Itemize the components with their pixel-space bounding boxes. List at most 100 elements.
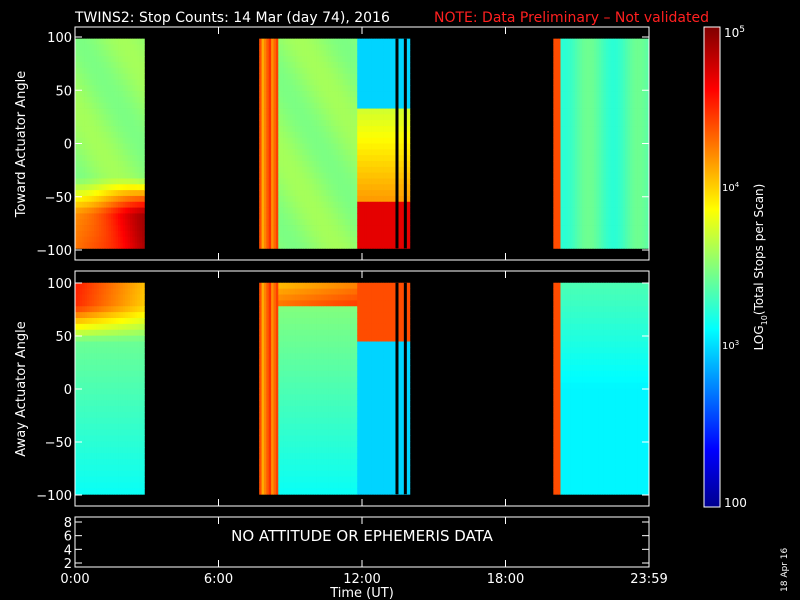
toward-heatmap-cell xyxy=(582,50,585,57)
toward-heatmap-cell xyxy=(304,44,308,51)
toward-heatmap-cell xyxy=(352,73,356,80)
toward-heatmap-cell xyxy=(354,213,358,220)
away-heatmap-cell xyxy=(77,453,81,460)
toward-heatmap-cell xyxy=(268,195,272,203)
toward-heatmap-cell xyxy=(115,67,119,74)
toward-heatmap-cell xyxy=(335,137,339,144)
toward-heatmap-cell xyxy=(615,61,619,69)
away-heatmap-cell xyxy=(75,335,78,342)
toward-heatmap-cell xyxy=(84,201,88,208)
toward-heatmap-cell xyxy=(321,56,325,63)
toward-heatmap-cell xyxy=(134,166,138,174)
toward-heatmap-cell xyxy=(108,166,112,174)
toward-heatmap-cell xyxy=(601,225,604,232)
toward-heatmap-cell xyxy=(565,61,569,69)
toward-heatmap-cell xyxy=(553,38,557,45)
toward-heatmap-cell xyxy=(316,149,320,156)
toward-heatmap-cell xyxy=(364,160,368,168)
toward-heatmap-cell xyxy=(287,126,291,133)
toward-heatmap-cell xyxy=(141,38,145,45)
toward-heatmap-cell xyxy=(644,61,648,69)
toward-heatmap-cell xyxy=(376,61,380,69)
toward-heatmap-cell xyxy=(108,56,112,63)
toward-heatmap-cell xyxy=(110,225,114,232)
toward-heatmap-cell xyxy=(634,114,638,121)
toward-heatmap-cell xyxy=(79,225,83,232)
toward-heatmap-cell xyxy=(261,131,265,139)
toward-heatmap-cell xyxy=(302,50,305,57)
toward-heatmap-cell xyxy=(304,149,308,156)
away-heatmap-cell xyxy=(77,394,81,401)
toward-heatmap-cell xyxy=(639,225,643,232)
toward-heatmap-cell xyxy=(328,155,332,162)
toward-heatmap-cell xyxy=(620,149,624,156)
toward-heatmap-cell xyxy=(110,96,114,104)
toward-heatmap-cell xyxy=(629,79,633,86)
toward-heatmap-cell xyxy=(627,195,631,203)
toward-heatmap-cell xyxy=(134,50,138,57)
toward-heatmap-cell xyxy=(577,108,581,115)
toward-heatmap-cell xyxy=(378,149,382,156)
toward-heatmap-cell xyxy=(278,207,282,214)
toward-heatmap-cell xyxy=(577,213,581,220)
toward-heatmap-cell xyxy=(371,184,375,191)
toward-heatmap-cell xyxy=(345,137,349,144)
toward-heatmap-cell xyxy=(553,166,557,174)
away-heatmap-cell xyxy=(77,306,81,313)
toward-heatmap-cell xyxy=(560,67,564,74)
toward-heatmap-cell xyxy=(137,73,140,80)
toward-heatmap-cell xyxy=(304,207,308,214)
toward-heatmap-cell xyxy=(108,114,112,121)
toward-heatmap-cell xyxy=(285,219,289,226)
toward-heatmap-cell xyxy=(280,44,284,51)
toward-heatmap-cell xyxy=(347,143,351,150)
toward-heatmap-cell xyxy=(572,61,576,69)
toward-heatmap-cell xyxy=(323,126,327,133)
toward-heatmap-cell xyxy=(586,149,590,156)
toward-heatmap-cell xyxy=(137,131,140,139)
toward-heatmap-cell xyxy=(582,166,585,174)
toward-heatmap-cell xyxy=(263,230,267,238)
toward-heatmap-cell xyxy=(601,155,604,162)
toward-heatmap-cell xyxy=(378,219,382,226)
toward-heatmap-cell xyxy=(553,155,557,162)
away-heatmap-cell xyxy=(86,423,90,431)
toward-heatmap-cell xyxy=(393,44,396,51)
toward-heatmap-cell xyxy=(610,50,614,57)
toward-heatmap-cell xyxy=(570,38,573,45)
toward-heatmap-cell xyxy=(608,38,612,45)
toward-heatmap-cell xyxy=(79,143,83,150)
toward-heatmap-cell xyxy=(393,213,396,220)
toward-heatmap-cell xyxy=(113,155,117,162)
toward-heatmap-cell xyxy=(393,50,396,57)
toward-heatmap-cell xyxy=(101,96,105,104)
toward-heatmap-cell xyxy=(94,242,97,249)
toward-heatmap-cell xyxy=(139,96,143,104)
toward-heatmap-cell xyxy=(350,102,353,109)
toward-heatmap-cell xyxy=(558,143,561,150)
toward-heatmap-cell xyxy=(359,213,363,220)
toward-heatmap-cell xyxy=(280,172,284,179)
toward-heatmap-cell xyxy=(589,67,592,74)
toward-heatmap-cell xyxy=(407,96,411,104)
toward-heatmap-cell xyxy=(122,207,126,214)
toward-heatmap-cell xyxy=(639,50,643,57)
toward-heatmap-cell xyxy=(94,195,97,203)
toward-heatmap-cell xyxy=(598,67,602,74)
toward-heatmap-cell xyxy=(359,225,363,232)
away-heatmap-cell xyxy=(89,294,93,301)
toward-heatmap-cell xyxy=(326,120,329,127)
toward-heatmap-cell xyxy=(340,50,344,57)
toward-heatmap-cell xyxy=(113,195,117,203)
toward-heatmap-cell xyxy=(132,120,136,127)
toward-heatmap-cell xyxy=(565,38,569,45)
toward-heatmap-cell xyxy=(321,85,325,92)
toward-heatmap-cell xyxy=(91,85,95,92)
toward-heatmap-cell xyxy=(639,207,643,214)
toward-heatmap-cell xyxy=(290,102,294,109)
toward-heatmap-cell xyxy=(383,225,387,232)
toward-heatmap-cell xyxy=(82,236,85,243)
toward-heatmap-cell xyxy=(130,61,133,69)
toward-heatmap-cell xyxy=(603,108,607,115)
toward-heatmap-cell xyxy=(383,190,387,197)
